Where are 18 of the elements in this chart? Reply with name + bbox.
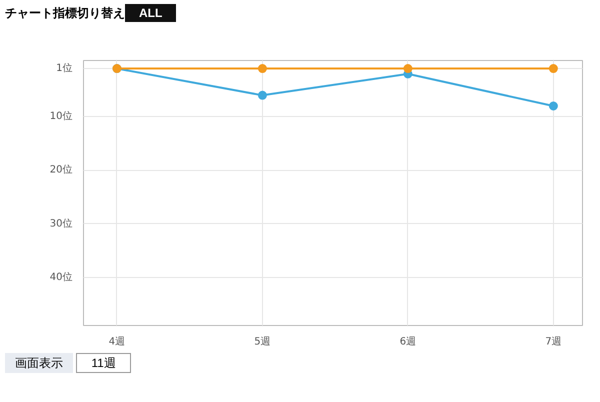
point (548, 102, 558, 110)
text: 画面表示 (5, 353, 73, 373)
point (403, 64, 412, 74)
text: ALL (125, 4, 176, 22)
y-tick-label: 1位 (56, 62, 73, 74)
text: チャート指標切り替え (5, 6, 125, 20)
y-tick-label: 30位 (50, 217, 73, 230)
x-tick-label: 4週 (108, 336, 126, 348)
x-tick-label: 7週 (545, 336, 562, 348)
point (258, 64, 267, 74)
y-tick-label: 40位 (50, 270, 73, 283)
text: 11週 (76, 353, 131, 373)
x-tick-label: 6週 (400, 336, 416, 348)
point (258, 90, 267, 100)
y-tick-label: 10位 (50, 110, 73, 122)
y-tick-label: 20位 (50, 164, 73, 176)
point (548, 64, 558, 74)
x-tick-label: 5週 (254, 336, 271, 348)
